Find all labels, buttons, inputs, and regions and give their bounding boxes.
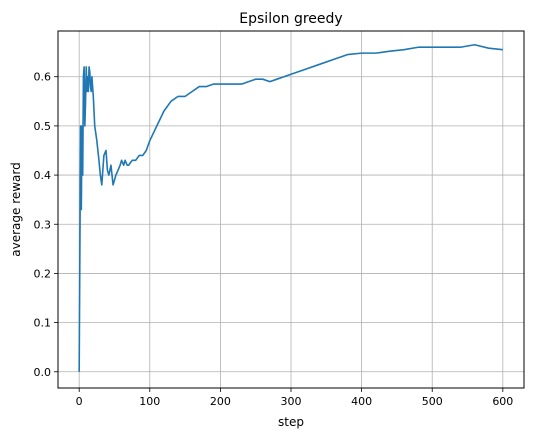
x-tick-label: 400 (351, 395, 372, 408)
chart-title: Epsilon greedy (239, 11, 342, 27)
x-tick-label: 600 (492, 395, 513, 408)
y-tick-label: 0.6 (34, 71, 52, 84)
y-tick-label: 0.5 (34, 120, 52, 133)
y-ticks: 0.0 0.1 0.2 0.3 0.4 0.5 0.6 (34, 71, 58, 379)
x-tick-label: 500 (422, 395, 443, 408)
x-tick-label: 300 (281, 395, 302, 408)
y-tick-label: 0.2 (34, 267, 52, 280)
y-axis-label: average reward (9, 162, 23, 257)
series-line (78, 43, 503, 372)
y-tick-label: 0.3 (34, 218, 52, 231)
grid (58, 31, 524, 388)
y-tick-label: 0.1 (34, 317, 52, 330)
x-ticks: 0 100 200 300 400 500 600 (76, 388, 513, 408)
x-tick-label: 200 (210, 395, 231, 408)
x-axis-label: step (278, 415, 304, 429)
y-tick-label: 0.0 (34, 366, 52, 379)
series-lines (78, 43, 503, 372)
x-tick-label: 0 (76, 395, 83, 408)
x-tick-label: 100 (139, 395, 160, 408)
y-tick-label: 0.4 (34, 169, 52, 182)
